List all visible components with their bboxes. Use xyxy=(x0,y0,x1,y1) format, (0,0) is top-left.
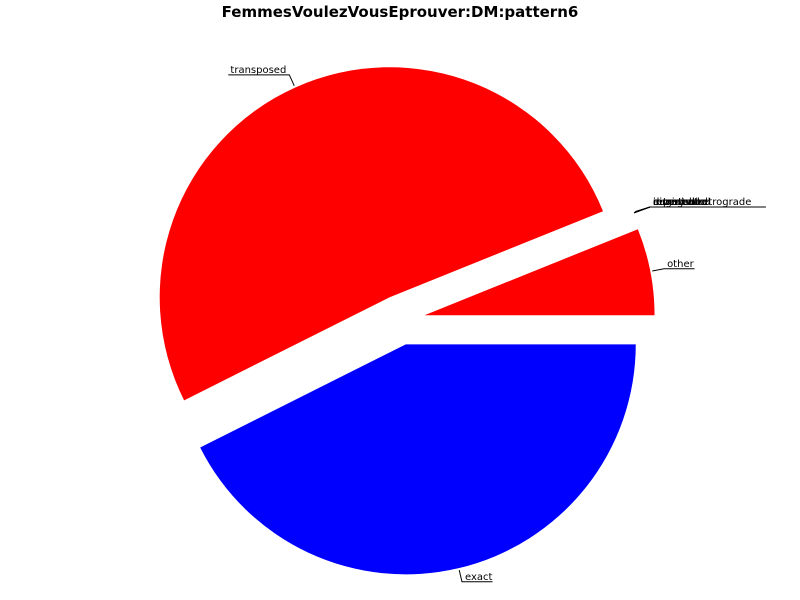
slice-label-exact-leader xyxy=(458,569,493,583)
slice-label-exact: exact xyxy=(465,572,493,583)
chart-title: FemmesVoulezVousEprouver:DM:pattern6 xyxy=(221,3,579,21)
slice-label-diminished: diminished xyxy=(653,197,708,208)
pie-slice-other xyxy=(424,229,655,316)
slice-label-other-leader xyxy=(652,268,695,272)
slice-label-inverted-retrograde: inverted-retrograde xyxy=(653,197,751,208)
pie-labels: exact transposed other invertedretrogradein… xyxy=(228,65,766,583)
pie-slice-transposed xyxy=(159,67,604,401)
slice-label-transposed: transposed xyxy=(230,65,286,76)
slice-label-augmented: augmented xyxy=(653,197,710,208)
slice-label-retrograde: retrograde xyxy=(653,197,706,208)
pie-slice-exact xyxy=(200,344,636,575)
slice-label-repeated: repeated xyxy=(653,197,698,208)
slice-label-transposed-leader xyxy=(228,74,295,86)
slice-label-inverted: inverted xyxy=(653,197,695,208)
slice-label-repeated-leader xyxy=(635,206,699,212)
pie-slices xyxy=(159,67,655,575)
slice-label-other: other xyxy=(667,259,695,270)
